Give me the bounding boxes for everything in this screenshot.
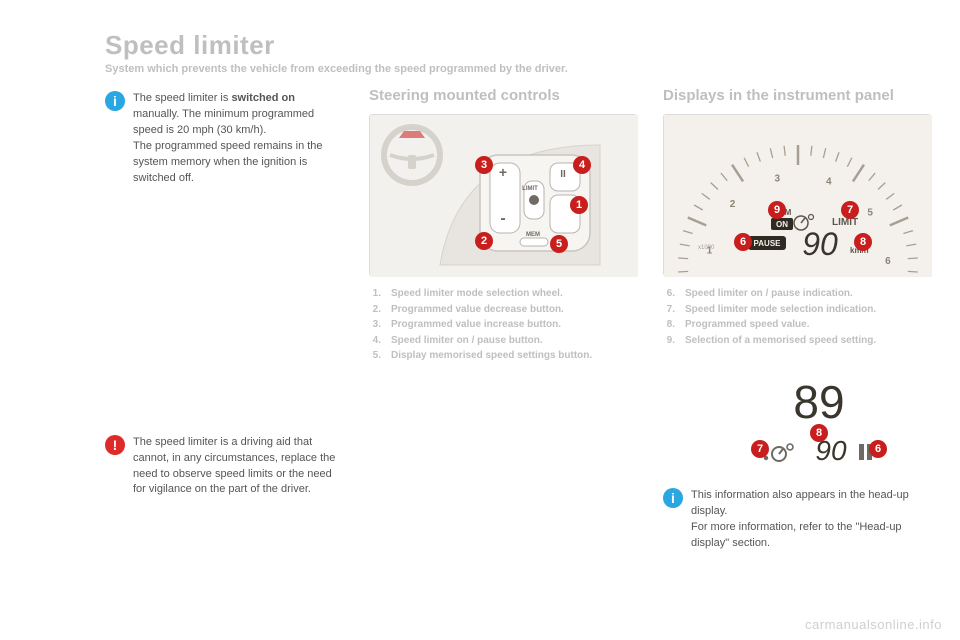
callout-info-text: The speed limiter is switched on manuall…: [133, 91, 343, 187]
info-icon: i: [105, 91, 125, 111]
minus-label: -: [500, 210, 505, 227]
legend-right: 6. Speed limiter on / pause indication. 7…: [663, 286, 935, 348]
callout-warn: ! The speed limiter is a driving aid tha…: [105, 429, 347, 505]
legend-item: 9. Selection of a memorised speed setting…: [663, 333, 935, 349]
legend-text: Display memorised speed settings button.: [391, 348, 592, 364]
steering-svg: + - LIMIT II MEM: [370, 115, 638, 277]
mem-label: MEM: [526, 232, 540, 238]
svg-text:5: 5: [556, 238, 562, 250]
info-icon: i: [663, 488, 683, 508]
legend-num: 9.: [663, 333, 675, 349]
svg-text:4: 4: [826, 176, 832, 187]
legend-num: 8.: [663, 317, 675, 333]
x1000-label: x1000: [698, 245, 715, 251]
svg-text:4: 4: [579, 159, 586, 171]
pause-text: PAUSE: [754, 239, 782, 248]
legend-num: 3.: [369, 317, 381, 333]
figure-instrument-panel: 123456 x1000 MEM ON LIMI: [663, 114, 931, 276]
legend-num: 6.: [663, 286, 675, 302]
svg-text:3: 3: [774, 173, 780, 184]
marker-8h: 8: [810, 424, 828, 442]
watermark: carmanualsonline.info: [805, 617, 942, 632]
legend-item: 7. Speed limiter mode selection indicatio…: [663, 302, 935, 318]
marker-8: 8: [854, 233, 872, 251]
marker-3: 3: [475, 156, 493, 174]
legend-text: Speed limiter mode selection wheel.: [391, 286, 563, 302]
legend-item: 4. Speed limiter on / pause button.: [369, 333, 641, 349]
page-subtitle: System which prevents the vehicle from e…: [105, 63, 912, 75]
panel-svg: 123456 x1000 MEM ON LIMI: [664, 115, 932, 277]
hud-big: 89: [793, 376, 844, 428]
callout-info-bottom-text: This information also appears in the hea…: [691, 488, 931, 552]
legend-num: 5.: [369, 348, 381, 364]
marker-6: 6: [734, 233, 752, 251]
column-right: Displays in the instrument panel 123456 …: [663, 85, 935, 558]
legend-num: 4.: [369, 333, 381, 349]
legend-num: 2.: [369, 302, 381, 318]
legend-text: Programmed value increase button.: [391, 317, 561, 333]
pause-ii-label: II: [560, 169, 566, 180]
svg-text:2: 2: [730, 199, 736, 210]
column-left: i The speed limiter is switched on manua…: [105, 85, 347, 558]
marker-7: 7: [841, 201, 859, 219]
legend-text: Programmed value decrease button.: [391, 302, 564, 318]
legend-text: Speed limiter on / pause button.: [391, 333, 543, 349]
legend-item: 5. Display memorised speed settings butto…: [369, 348, 641, 364]
section-heading-mid: Steering mounted controls: [369, 87, 641, 104]
svg-text:6: 6: [740, 236, 746, 248]
legend-item: 3. Programmed value increase button.: [369, 317, 641, 333]
plus-label: +: [499, 164, 507, 180]
marker-5: 5: [550, 235, 568, 253]
callout-warn-text: The speed limiter is a driving aid that …: [133, 435, 343, 499]
svg-text:8: 8: [860, 236, 866, 248]
svg-text:9: 9: [774, 204, 780, 216]
on-text: ON: [776, 220, 788, 229]
marker-1: 1: [570, 196, 588, 214]
svg-text:8: 8: [816, 427, 822, 439]
legend-num: 7.: [663, 302, 675, 318]
marker-7h: 7: [751, 440, 769, 458]
svg-text:2: 2: [481, 235, 487, 247]
legend-item: 2. Programmed value decrease button.: [369, 302, 641, 318]
columns: i The speed limiter is switched on manua…: [105, 85, 912, 558]
section-heading-right: Displays in the instrument panel: [663, 87, 935, 104]
svg-text:6: 6: [885, 256, 891, 267]
column-middle: Steering mounted controls: [369, 85, 641, 558]
marker-4: 4: [573, 156, 591, 174]
marker-9: 9: [768, 201, 786, 219]
limit-label: LIMIT: [522, 186, 538, 192]
legend-num: 1.: [369, 286, 381, 302]
svg-text:5: 5: [867, 207, 873, 218]
legend-text: Speed limiter on / pause indication.: [685, 286, 853, 302]
callout-info-top: i The speed limiter is switched on manua…: [105, 85, 347, 193]
svg-text:3: 3: [481, 159, 487, 171]
hud-svg: 89 90 6 7: [707, 376, 893, 472]
legend-text: Programmed speed value.: [685, 317, 810, 333]
legend-text: Selection of a memorised speed setting.: [685, 333, 876, 349]
legend-item: 1. Speed limiter mode selection wheel.: [369, 286, 641, 302]
figure-hud: 89 90 6 7: [707, 376, 893, 472]
svg-text:1: 1: [576, 199, 582, 211]
warn-icon: !: [105, 435, 125, 455]
marker-6h: 6: [869, 440, 887, 458]
figure-steering-controls: + - LIMIT II MEM: [369, 114, 637, 276]
svg-text:7: 7: [757, 443, 763, 455]
legend-item: 8. Programmed speed value.: [663, 317, 935, 333]
speed-value: 90: [802, 226, 838, 262]
marker-2: 2: [475, 232, 493, 250]
legend-text: Speed limiter mode selection indication.: [685, 302, 876, 318]
svg-text:7: 7: [847, 204, 853, 216]
legend-mid: 1. Speed limiter mode selection wheel. 2.…: [369, 286, 641, 364]
svg-text:6: 6: [875, 443, 881, 455]
callout-info-bottom: i This information also appears in the h…: [663, 482, 935, 558]
spacer: [105, 193, 347, 429]
page-title: Speed limiter: [105, 30, 912, 61]
legend-item: 6. Speed limiter on / pause indication.: [663, 286, 935, 302]
manual-page: Speed limiter System which prevents the …: [0, 0, 960, 640]
